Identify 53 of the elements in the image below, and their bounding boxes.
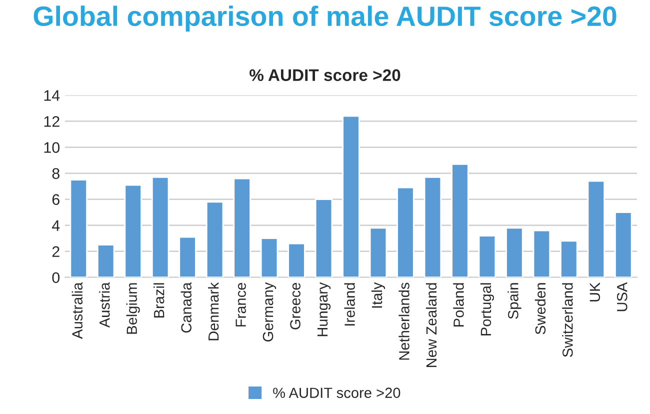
bar: [424, 176, 442, 278]
bar: [396, 186, 414, 278]
bar: [206, 201, 224, 278]
bar: [314, 198, 333, 278]
legend-label: % AUDIT score >20: [273, 388, 400, 398]
bar: [288, 242, 306, 278]
bar: [342, 115, 360, 278]
x-tick-label: Portugal: [480, 283, 494, 336]
y-tick-label: 0: [52, 272, 60, 284]
x-tick-label: Sweden: [534, 283, 546, 334]
bar: [532, 230, 551, 278]
x-tick-label: UK: [590, 282, 600, 302]
x-tick-label: USA: [616, 282, 628, 312]
bar: [506, 227, 524, 278]
x-tick-label: Denmark: [208, 282, 219, 340]
y-tick-label: 8: [52, 168, 60, 179]
x-tick-label: Austria: [99, 282, 110, 328]
x-tick-label: France: [236, 282, 246, 326]
bar: [560, 240, 578, 278]
x-tick-label: Belgium: [126, 283, 140, 334]
bar: [70, 179, 88, 278]
bar: [96, 244, 115, 278]
y-tick-label: 2: [52, 246, 60, 257]
bar: [178, 236, 196, 278]
x-tick-label: Switzerland: [562, 283, 573, 357]
x-tick-label: Brazil: [154, 283, 164, 318]
chart-subtitle: % AUDIT score >20: [250, 69, 400, 82]
x-tick-label: New Zealand: [426, 283, 437, 367]
bar: [369, 227, 388, 278]
x-tick-label: Canada: [180, 282, 192, 333]
y-tick-label: 6: [52, 194, 60, 205]
x-tick-label: Italy: [371, 282, 386, 308]
chart-title: Global comparison of male AUDIT score >20: [34, 6, 616, 32]
x-tick-label: Ireland: [344, 283, 355, 326]
x-tick-label: Greece: [290, 282, 300, 330]
x-tick-label: Spain: [508, 283, 522, 319]
y-tick-label: 12: [44, 116, 60, 127]
y-tick-label: 4: [52, 220, 60, 231]
bar: [233, 178, 251, 278]
bar: [614, 212, 632, 278]
x-tick-label: Australia: [72, 282, 83, 339]
bar: [151, 176, 170, 278]
y-tick-label: 10: [44, 142, 60, 153]
x-tick-label: Poland: [453, 283, 464, 326]
x-tick-label: Netherlands: [398, 282, 410, 360]
x-tick-label: Hungary: [318, 282, 331, 336]
bar: [587, 180, 606, 278]
bar: [124, 184, 142, 278]
y-tick-label: 14: [44, 90, 60, 101]
x-tick-label: Germany: [262, 282, 276, 342]
bar: [478, 235, 496, 278]
bar: [451, 163, 469, 278]
bar: [260, 238, 278, 278]
